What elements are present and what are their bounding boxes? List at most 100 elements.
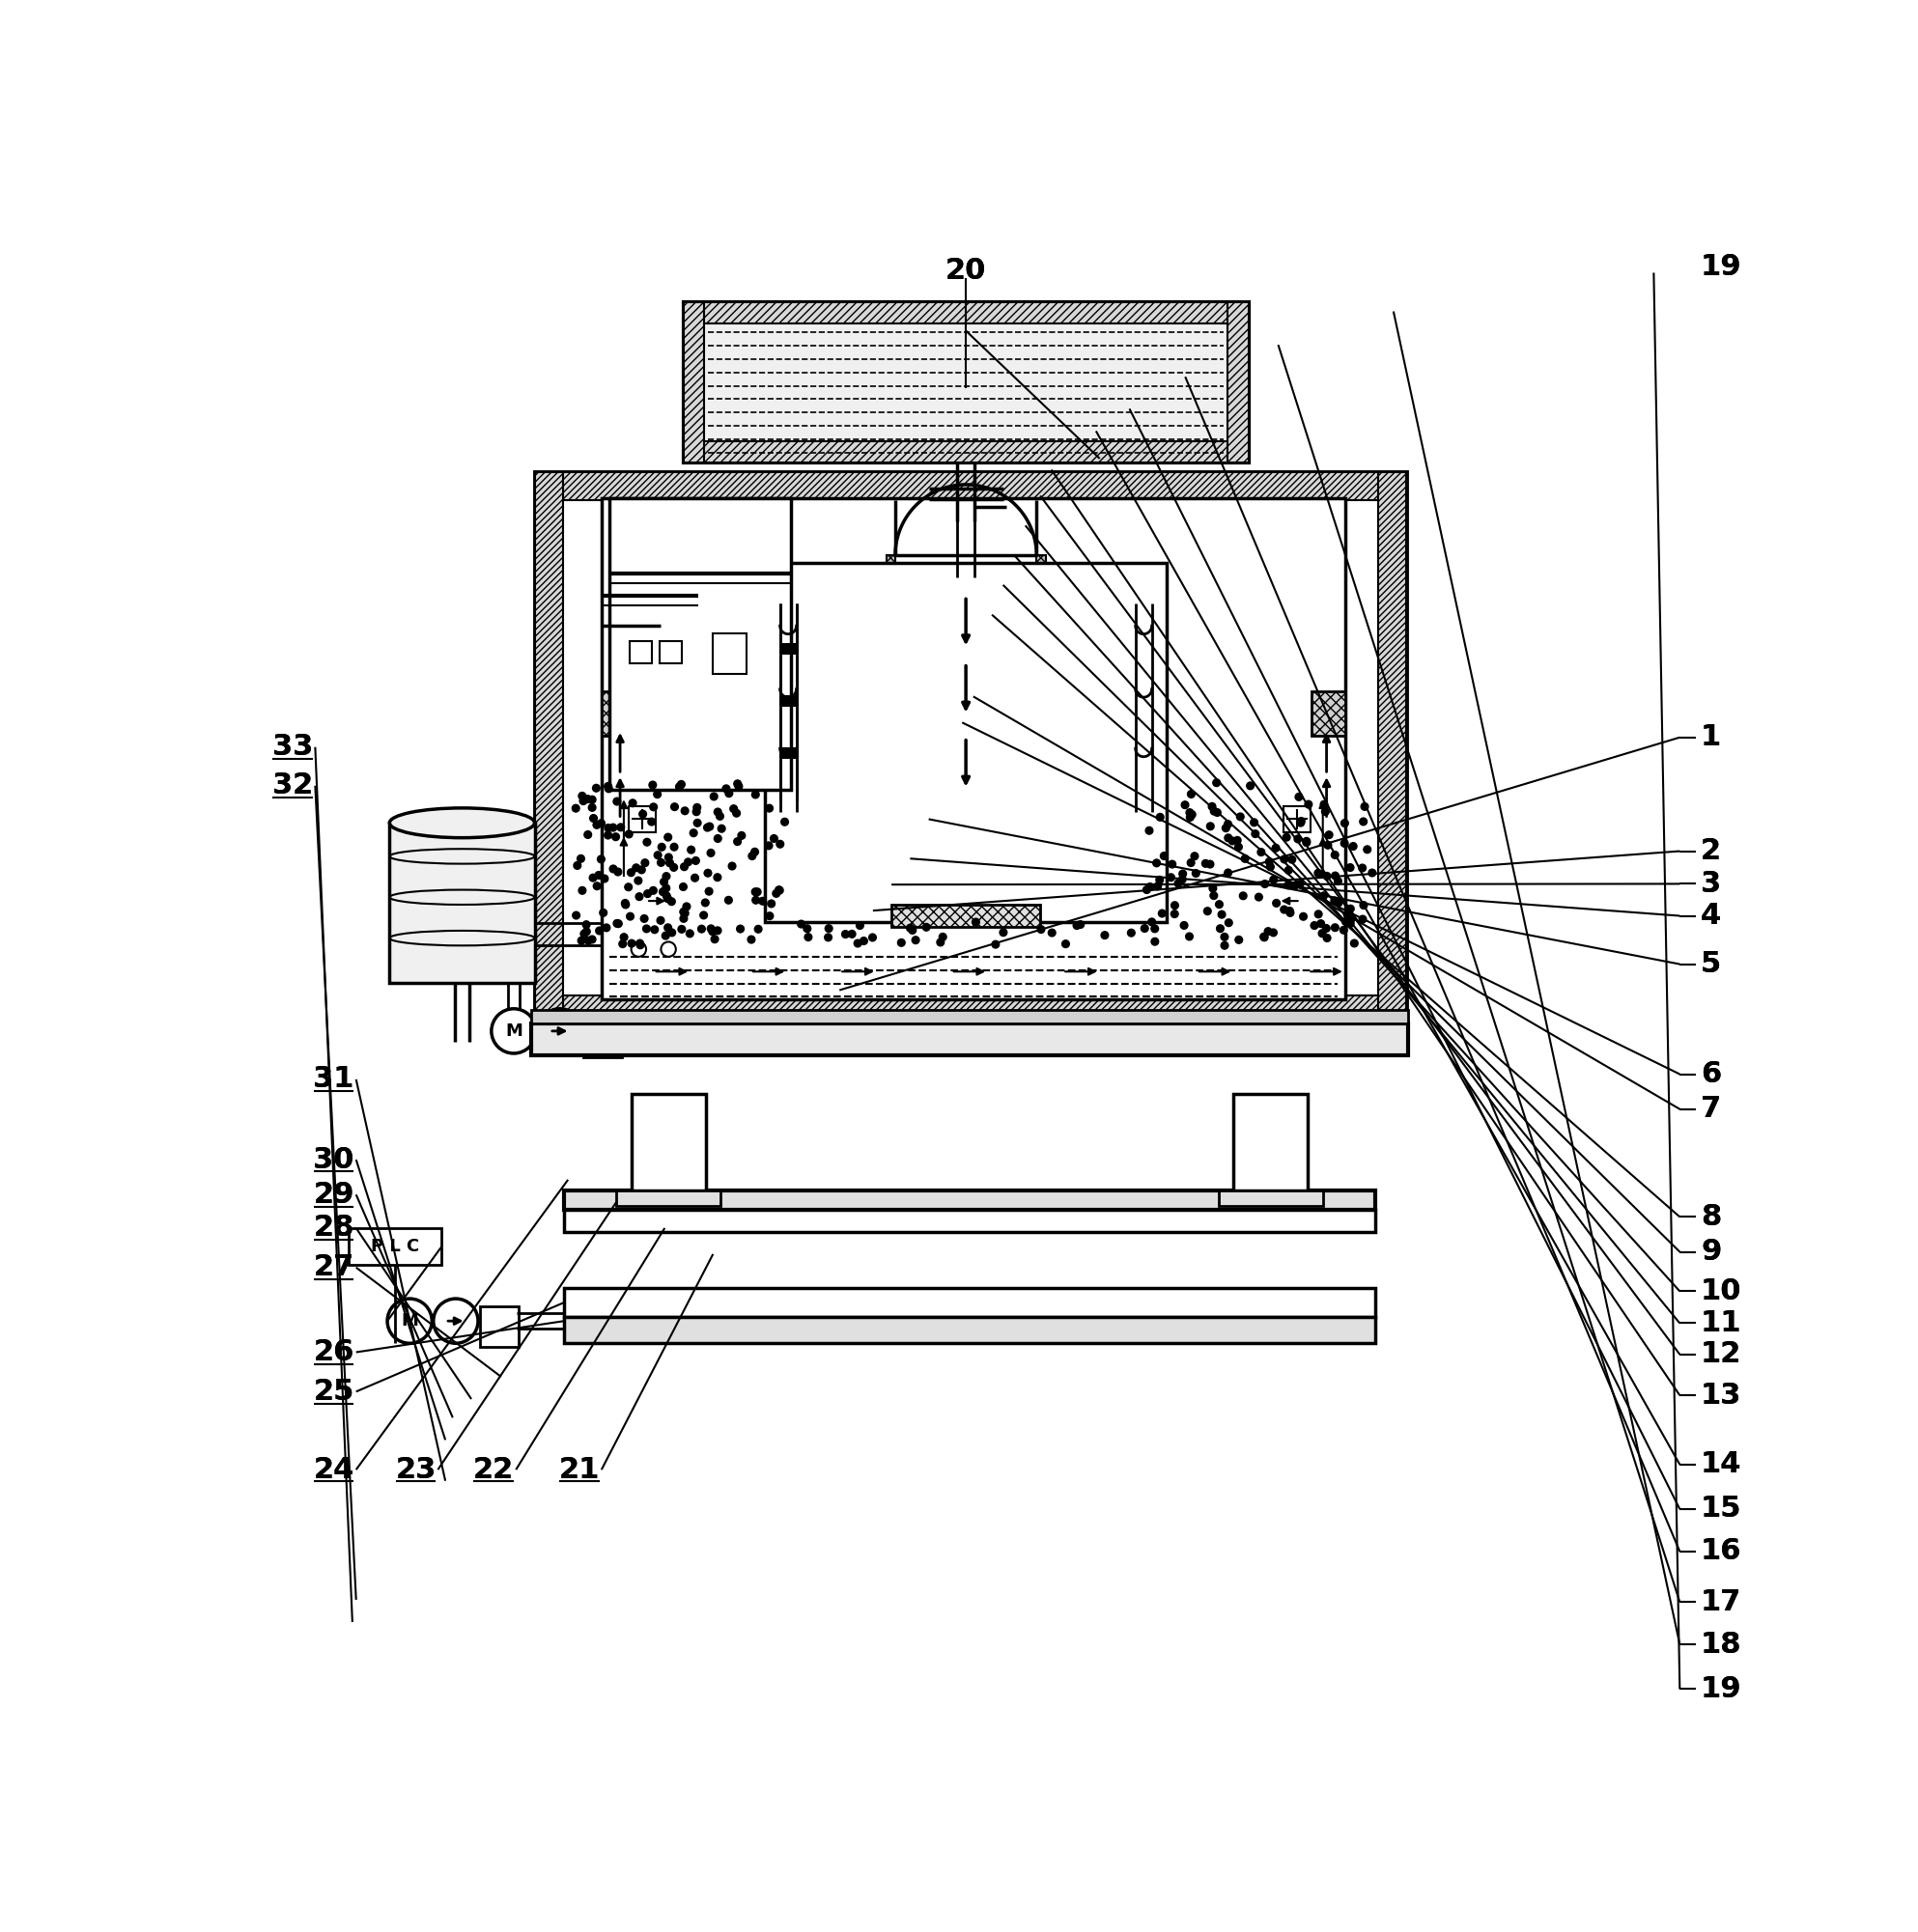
Circle shape bbox=[641, 916, 648, 922]
Bar bbox=[629, 641, 652, 663]
Circle shape bbox=[775, 887, 783, 895]
Circle shape bbox=[681, 910, 689, 918]
Text: 2: 2 bbox=[1701, 837, 1720, 866]
Text: 2: 2 bbox=[1701, 837, 1720, 866]
Circle shape bbox=[842, 931, 850, 937]
Circle shape bbox=[1266, 858, 1274, 866]
Circle shape bbox=[1206, 860, 1214, 867]
Circle shape bbox=[752, 790, 760, 798]
Circle shape bbox=[637, 941, 644, 949]
Circle shape bbox=[644, 891, 652, 898]
Circle shape bbox=[1254, 893, 1262, 900]
Text: 18: 18 bbox=[1701, 1631, 1742, 1658]
Circle shape bbox=[687, 929, 694, 937]
Circle shape bbox=[1262, 881, 1268, 887]
Circle shape bbox=[1323, 842, 1331, 848]
Circle shape bbox=[627, 912, 635, 920]
Circle shape bbox=[765, 804, 773, 811]
Circle shape bbox=[804, 933, 811, 941]
Circle shape bbox=[1360, 902, 1368, 908]
Circle shape bbox=[683, 902, 690, 910]
Circle shape bbox=[1187, 860, 1195, 866]
Circle shape bbox=[754, 925, 761, 933]
Circle shape bbox=[1178, 875, 1185, 883]
Text: 8: 8 bbox=[1701, 1204, 1720, 1231]
Text: 19: 19 bbox=[1701, 1675, 1742, 1702]
Circle shape bbox=[654, 852, 662, 860]
Circle shape bbox=[1212, 779, 1220, 786]
Circle shape bbox=[639, 810, 646, 817]
Bar bbox=[564, 1209, 1375, 1233]
Circle shape bbox=[604, 825, 612, 831]
Circle shape bbox=[733, 810, 740, 817]
Text: 28: 28 bbox=[313, 1213, 355, 1242]
Circle shape bbox=[1285, 908, 1293, 914]
Circle shape bbox=[1316, 871, 1323, 879]
Circle shape bbox=[662, 941, 675, 956]
Circle shape bbox=[1216, 900, 1224, 908]
Circle shape bbox=[1224, 821, 1231, 829]
Circle shape bbox=[671, 804, 679, 811]
Circle shape bbox=[662, 873, 669, 879]
Circle shape bbox=[641, 860, 648, 867]
Circle shape bbox=[1193, 869, 1199, 877]
Text: 14: 14 bbox=[1701, 1451, 1742, 1478]
Circle shape bbox=[577, 856, 585, 862]
Text: 32: 32 bbox=[272, 771, 313, 800]
Circle shape bbox=[650, 925, 658, 933]
Circle shape bbox=[1346, 920, 1354, 927]
Bar bbox=[535, 995, 1406, 1024]
Text: 19: 19 bbox=[1701, 1675, 1742, 1702]
Circle shape bbox=[595, 871, 602, 879]
Circle shape bbox=[771, 835, 777, 842]
Text: 9: 9 bbox=[1701, 1238, 1720, 1265]
Text: 19: 19 bbox=[1701, 253, 1742, 280]
Circle shape bbox=[635, 877, 643, 885]
Text: 6: 6 bbox=[1701, 1061, 1720, 1088]
Text: 17: 17 bbox=[1701, 1588, 1742, 1615]
Circle shape bbox=[1297, 881, 1304, 889]
Text: 8: 8 bbox=[1701, 1204, 1720, 1231]
Circle shape bbox=[643, 925, 650, 933]
Text: 14: 14 bbox=[1701, 1451, 1742, 1478]
Circle shape bbox=[854, 939, 861, 947]
Circle shape bbox=[589, 796, 596, 804]
Circle shape bbox=[1331, 923, 1339, 931]
Circle shape bbox=[725, 790, 733, 798]
Circle shape bbox=[1168, 860, 1176, 867]
Circle shape bbox=[631, 941, 646, 956]
Circle shape bbox=[1314, 869, 1322, 877]
Circle shape bbox=[1145, 827, 1153, 835]
Circle shape bbox=[825, 933, 832, 941]
Circle shape bbox=[694, 819, 702, 827]
Circle shape bbox=[1310, 922, 1318, 929]
Circle shape bbox=[1224, 869, 1231, 877]
Circle shape bbox=[704, 823, 712, 831]
Circle shape bbox=[589, 935, 596, 943]
Circle shape bbox=[577, 937, 585, 945]
Circle shape bbox=[666, 854, 673, 862]
Circle shape bbox=[1049, 929, 1055, 937]
Text: 10: 10 bbox=[1701, 1277, 1742, 1306]
Circle shape bbox=[1076, 922, 1084, 927]
Circle shape bbox=[972, 918, 980, 925]
Circle shape bbox=[1180, 922, 1187, 929]
Text: M: M bbox=[401, 1312, 418, 1329]
Circle shape bbox=[1346, 904, 1354, 912]
Text: 15: 15 bbox=[1701, 1495, 1742, 1522]
Circle shape bbox=[1258, 848, 1264, 856]
Text: 7: 7 bbox=[1701, 1095, 1720, 1122]
Circle shape bbox=[671, 842, 677, 850]
Bar bbox=[1312, 692, 1345, 736]
Circle shape bbox=[704, 869, 712, 877]
Text: 21: 21 bbox=[558, 1455, 600, 1484]
Text: 5: 5 bbox=[1701, 951, 1720, 978]
Circle shape bbox=[1157, 813, 1164, 821]
Text: 22: 22 bbox=[474, 1455, 514, 1484]
Circle shape bbox=[692, 804, 700, 811]
Circle shape bbox=[1226, 920, 1233, 927]
Circle shape bbox=[1270, 929, 1277, 937]
Circle shape bbox=[723, 784, 731, 792]
Text: 24: 24 bbox=[313, 1455, 355, 1484]
Text: 26: 26 bbox=[313, 1339, 355, 1366]
